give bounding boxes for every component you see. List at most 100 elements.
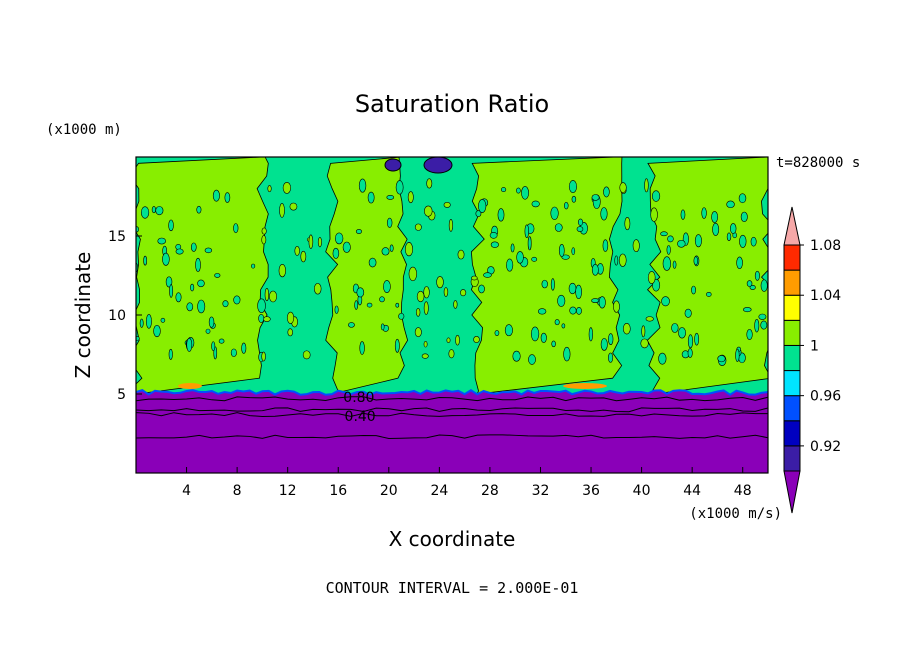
- cloud-speck: [717, 355, 726, 363]
- cloud-speck: [218, 338, 225, 344]
- cloud-speck: [694, 234, 702, 248]
- cloud-speck: [358, 178, 367, 193]
- cloud-speck: [576, 226, 584, 232]
- y-unit-label: (x1000 m): [46, 122, 122, 138]
- cloud-speck: [460, 289, 467, 297]
- cloud-speck: [282, 181, 292, 194]
- cloud-speck: [701, 207, 707, 219]
- x-unit-label: (x1000 m/s): [689, 506, 782, 522]
- cloud-speck: [145, 314, 152, 329]
- colorbar-band: [783, 244, 801, 271]
- cloud-speck: [540, 332, 547, 343]
- x-tick-label: 16: [329, 483, 347, 499]
- cloud-speck: [224, 192, 231, 203]
- cloud-speck: [740, 211, 748, 223]
- cloud-speck: [334, 232, 344, 245]
- colorbar-band: [783, 294, 801, 321]
- cloud-speck: [233, 223, 239, 234]
- cloud-speck: [671, 323, 679, 333]
- y-tick-label: 15: [108, 229, 126, 245]
- cloud-speck: [168, 219, 174, 232]
- cloud-speck: [426, 178, 433, 189]
- colorbar-band: [783, 344, 801, 372]
- cloud-speck: [208, 316, 215, 328]
- x-tick-label: 24: [430, 483, 448, 499]
- cloud-speck: [214, 273, 221, 278]
- cloud-speck: [414, 327, 422, 338]
- cloud-speck: [760, 320, 768, 330]
- cloud-speck: [168, 348, 173, 360]
- cloud-speck: [591, 298, 600, 303]
- cloud-speck: [726, 232, 732, 242]
- cloud-speck: [407, 191, 414, 204]
- cloud-speck: [678, 327, 686, 339]
- cloud-speck: [489, 231, 498, 239]
- cloud-speck: [510, 243, 515, 253]
- dry-pocket-1: [384, 158, 402, 172]
- cloud-speck: [294, 246, 300, 256]
- colorbar-band: [783, 319, 801, 346]
- dry-layer: [136, 389, 768, 473]
- cloud-speck: [386, 217, 393, 228]
- x-tick-label: 48: [734, 483, 752, 499]
- colorbar-band: [783, 395, 801, 422]
- cloud-speck: [524, 224, 530, 239]
- supersaturated-column: [136, 157, 269, 395]
- cloud-speck: [395, 302, 400, 308]
- cloud-speck: [746, 329, 753, 340]
- cloud-speck: [151, 206, 156, 214]
- cloud-speck: [448, 349, 455, 359]
- cloud-speck: [569, 306, 577, 315]
- cloud-speck: [334, 305, 339, 314]
- cloud-speck: [348, 322, 355, 328]
- cloud-speck: [501, 187, 507, 193]
- cloud-speck: [367, 191, 375, 204]
- x-tick-label: 4: [182, 483, 191, 499]
- cloud-speck: [211, 341, 216, 352]
- x-tick-label: 36: [582, 483, 600, 499]
- cloud-speck: [379, 296, 385, 303]
- cloud-speck: [561, 254, 570, 260]
- moist-spot-2: [563, 383, 607, 389]
- cloud-speck: [212, 189, 220, 202]
- cloud-speck: [564, 201, 569, 210]
- cloud-speck: [269, 290, 278, 303]
- cloud-speck: [527, 236, 532, 251]
- cloud-speck: [490, 241, 499, 248]
- cloud-speck: [693, 256, 698, 266]
- cloud-speck: [576, 307, 582, 315]
- cloud-speck: [600, 207, 608, 221]
- cloud-speck: [233, 295, 241, 305]
- cloud-speck: [550, 278, 555, 291]
- cloud-speck: [687, 334, 694, 349]
- cloud-speck: [408, 266, 418, 282]
- cloud-speck: [197, 299, 206, 314]
- cloud-speck: [645, 316, 654, 322]
- cloud-speck: [332, 247, 340, 259]
- x-axis-label: X coordinate: [389, 527, 516, 551]
- colorbar-label: 1.04: [810, 288, 841, 304]
- contour-line: [136, 407, 768, 413]
- contour-line: [136, 434, 768, 440]
- cloud-speck: [195, 257, 201, 272]
- colorbar-band: [783, 370, 801, 397]
- cloud-speck: [494, 330, 500, 336]
- cloud-speck: [423, 340, 428, 348]
- x-tick-label: 44: [683, 483, 701, 499]
- colorbar-label: 1: [810, 338, 819, 354]
- cloud-speck: [677, 239, 686, 248]
- cloud-speck: [368, 257, 377, 268]
- cloud-speck: [186, 302, 194, 312]
- cloud-speck: [739, 234, 747, 248]
- colorbar-label: 0.96: [810, 389, 841, 405]
- x-tick-label: 32: [532, 483, 550, 499]
- cloud-speck: [712, 222, 720, 236]
- cloud-speck: [571, 195, 577, 203]
- cloud-speck: [483, 272, 492, 278]
- colorbar-label: 1.08: [810, 238, 841, 254]
- colorbar-band: [783, 269, 801, 296]
- cloud-speck: [608, 333, 614, 346]
- cloud-speck: [647, 271, 656, 285]
- cloud-speck: [205, 328, 211, 334]
